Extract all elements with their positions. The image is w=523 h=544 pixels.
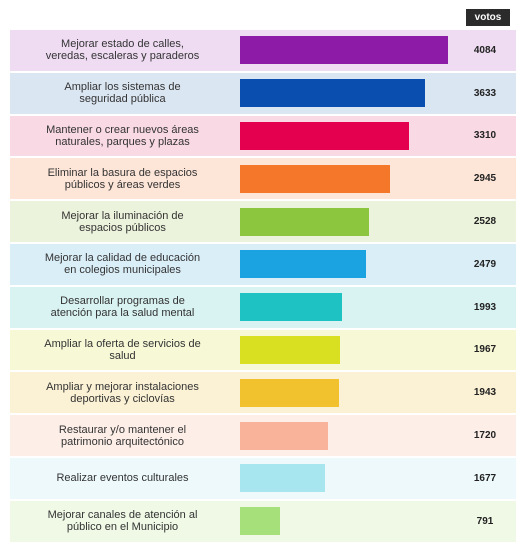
category-label: Realizar eventos culturales: [56, 472, 189, 485]
category-label: Mantener o crear nuevos áreas naturales,…: [46, 123, 199, 148]
category-label: Eliminar la basura de espacios públicos …: [47, 166, 198, 191]
header-label: votos: [466, 9, 510, 26]
bar: [240, 335, 341, 364]
row: Mejorar estado de calles, veredas, escal…: [10, 30, 516, 71]
category-label: Mejorar la iluminación de espacios públi…: [61, 209, 184, 234]
row: Eliminar la basura de espacios públicos …: [10, 158, 516, 200]
row: Desarrollar programas de atención para l…: [10, 286, 516, 328]
value-label: 3310: [473, 130, 497, 142]
row: Realizar eventos culturales 1677: [10, 458, 516, 499]
bar: [240, 293, 342, 322]
value-label: 2528: [473, 216, 497, 228]
category-label: Mejorar la calidad de educación en coleg…: [44, 252, 201, 277]
category-label: Mejorar estado de calles, veredas, escal…: [45, 38, 200, 63]
category-label: Ampliar la oferta de servicios de salud: [44, 337, 201, 362]
bar: [240, 378, 339, 407]
bar: [240, 250, 367, 279]
bar: [240, 421, 328, 450]
bar: [240, 79, 426, 108]
bar: [240, 36, 448, 65]
row: Mantener o crear nuevos áreas naturales,…: [10, 115, 516, 157]
category-label: Ampliar y mejorar instalaciones deportiv…: [46, 380, 199, 405]
value-label: 791: [476, 515, 494, 527]
value-label: 3633: [473, 87, 497, 99]
category-label: Mejorar canales de atención al público e…: [47, 509, 198, 534]
value-label: 1993: [473, 301, 497, 313]
row: Ampliar y mejorar instalaciones deportiv…: [10, 372, 516, 414]
value-label: 2479: [473, 258, 497, 270]
value-label: 2945: [473, 173, 497, 185]
value-label: 1677: [473, 472, 497, 484]
bar: [240, 464, 326, 493]
bar: [240, 164, 390, 193]
category-label: Desarrollar programas de atención para l…: [50, 295, 195, 320]
value-label: 1943: [473, 387, 497, 399]
row: Ampliar la oferta de servicios de salud 1…: [10, 329, 516, 371]
row: Ampliar los sistemas de seguridad públic…: [10, 72, 516, 114]
category-label: Restaurar y/o mantener el patrimonio arq…: [58, 423, 187, 448]
value-label: 1720: [473, 430, 497, 442]
row: Mejorar la iluminación de espacios públi…: [10, 201, 516, 242]
bar: [240, 121, 409, 150]
row: Restaurar y/o mantener el patrimonio arq…: [10, 415, 516, 456]
category-label: Ampliar los sistemas de seguridad públic…: [64, 81, 181, 106]
value-label: 1967: [473, 344, 497, 356]
row: Mejorar canales de atención al público e…: [10, 500, 516, 542]
row: Mejorar la calidad de educación en coleg…: [10, 244, 516, 285]
value-label: 4084: [473, 44, 497, 56]
bar: [240, 207, 369, 236]
bar: [240, 507, 281, 536]
